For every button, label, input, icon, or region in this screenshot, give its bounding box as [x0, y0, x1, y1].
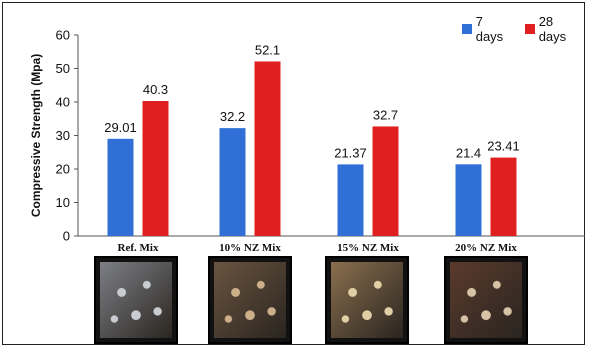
- bar-28-days: [372, 126, 399, 236]
- bar-28-days: [254, 61, 281, 237]
- legend-swatch-7-days: [462, 24, 472, 34]
- y-tick-label: 0: [63, 229, 70, 244]
- data-label: 32.7: [373, 107, 398, 122]
- data-label: 29.01: [104, 120, 137, 135]
- y-tick-label: 20: [56, 162, 70, 177]
- x-tick-label: 10% NZ Mix: [219, 242, 281, 254]
- legend-swatch-28-days: [524, 24, 535, 34]
- y-axis-title: Compressive Strength (Mpa): [29, 54, 43, 217]
- y-tick-label: 50: [56, 61, 70, 76]
- specimen-photo-10-nz-mix: [208, 256, 292, 344]
- specimen-photo-15-nz-mix: [325, 256, 409, 344]
- data-label: 21.4: [456, 145, 481, 160]
- y-tick-label: 10: [56, 195, 70, 210]
- specimen-photo-ref-mix: [94, 256, 178, 344]
- x-tick-label: 20% NZ Mix: [455, 242, 517, 254]
- bar-7-days: [219, 128, 246, 236]
- legend-label-7-days: 7 days: [475, 14, 504, 44]
- y-tick-label: 40: [56, 95, 70, 110]
- y-tick-label: 30: [56, 128, 70, 143]
- bar-7-days: [337, 164, 364, 236]
- y-tick-label: 60: [56, 28, 70, 43]
- bar-28-days: [142, 100, 169, 237]
- legend-label-28-days: 28 days: [538, 14, 567, 44]
- x-tick-label: 15% NZ Mix: [337, 242, 399, 254]
- x-tick-label: Ref. Mix: [118, 242, 159, 254]
- bar-7-days: [107, 138, 134, 236]
- chart-legend: 7 days 28 days: [462, 14, 589, 44]
- data-label: 23.41: [487, 139, 520, 154]
- data-label: 52.1: [255, 42, 280, 57]
- data-label: 21.37: [334, 145, 367, 160]
- specimen-photo-20-nz-mix: [444, 256, 528, 344]
- data-label: 40.3: [143, 82, 168, 97]
- bar-28-days: [490, 157, 517, 236]
- bar-7-days: [455, 164, 482, 236]
- data-label: 32.2: [220, 109, 245, 124]
- legend-item-7-days: 7 days: [462, 14, 513, 44]
- legend-item-28-days: 28 days: [524, 14, 583, 44]
